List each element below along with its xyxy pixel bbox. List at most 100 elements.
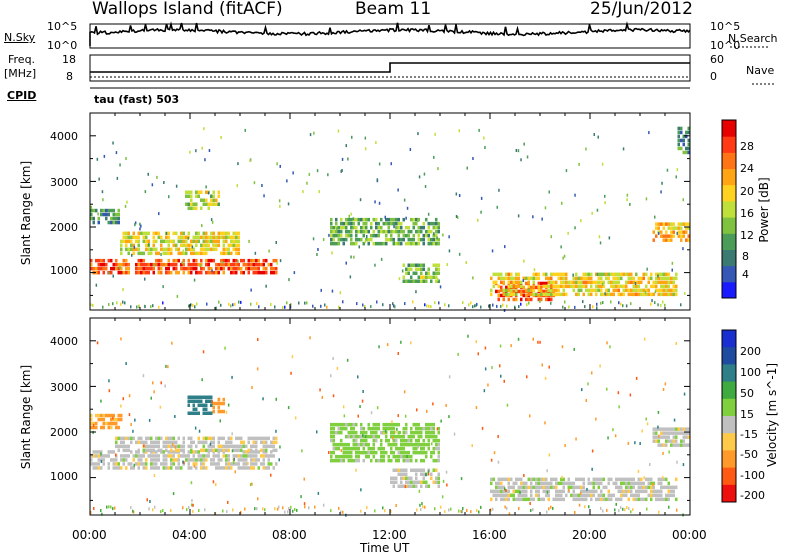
echo-cell xyxy=(195,206,198,210)
echo-cell xyxy=(360,422,363,427)
echo-cell xyxy=(642,288,645,293)
echo-cell xyxy=(149,500,151,503)
echo-cell xyxy=(635,292,638,297)
echo-cell xyxy=(530,297,533,302)
power-colorbar-swatch xyxy=(722,249,736,267)
echo-cell xyxy=(275,440,278,445)
echo-cell xyxy=(357,221,360,226)
echo-cell xyxy=(422,505,424,509)
echo-cell xyxy=(312,304,314,308)
echo-cell xyxy=(154,505,156,509)
echo-cell xyxy=(205,258,208,263)
echo-cell xyxy=(382,303,384,307)
echo-cell xyxy=(217,202,220,206)
echo-cell xyxy=(345,217,348,222)
echo-cell xyxy=(275,429,277,433)
echo-cell xyxy=(433,232,435,236)
echo-cell xyxy=(335,233,338,238)
echo-cell xyxy=(130,506,132,510)
echo-cell xyxy=(651,299,653,303)
echo-cell xyxy=(592,305,594,309)
echo-cell xyxy=(685,427,688,431)
echo-cell xyxy=(335,458,338,463)
echo-cell xyxy=(150,266,153,271)
echo-cell xyxy=(617,391,620,395)
echo-cell xyxy=(147,262,150,267)
echo-cell xyxy=(410,434,413,439)
echo-cell xyxy=(647,485,650,490)
echo-cell xyxy=(112,141,114,145)
echo-cell xyxy=(420,468,423,472)
echo-cell xyxy=(372,430,375,435)
echo-cell xyxy=(100,425,103,430)
echo-cell xyxy=(645,288,648,293)
echo-cell xyxy=(420,275,423,279)
echo-cell xyxy=(237,462,240,466)
echo-cell xyxy=(390,442,393,447)
echo-cell xyxy=(434,132,436,136)
echo-cell xyxy=(240,448,243,453)
echo-cell xyxy=(142,258,145,263)
echo-cell xyxy=(360,430,363,435)
echo-cell xyxy=(427,225,430,230)
echo-cell xyxy=(170,462,173,466)
nsearch-tick-top: 10^5 xyxy=(710,20,741,33)
echo-cell xyxy=(397,422,400,427)
echo-cell xyxy=(240,454,243,458)
echo-cell xyxy=(397,221,400,226)
echo-cell xyxy=(687,142,690,147)
echo-cell xyxy=(140,251,143,256)
echo-cell xyxy=(242,466,245,470)
echo-cell xyxy=(415,290,417,294)
echo-cell xyxy=(202,395,205,399)
echo-cell xyxy=(153,263,155,267)
echo-cell xyxy=(668,450,670,454)
echo-cell xyxy=(614,434,617,438)
echo-cell xyxy=(207,266,210,271)
echo-cell xyxy=(230,444,233,449)
echo-cell xyxy=(407,241,410,246)
echo-cell xyxy=(530,485,533,490)
echo-cell xyxy=(667,427,670,431)
echo-cell xyxy=(143,444,145,448)
echo-cell xyxy=(345,450,348,455)
echo-cell xyxy=(522,276,525,281)
echo-cell xyxy=(448,304,450,308)
echo-cell xyxy=(242,440,245,445)
echo-cell xyxy=(552,292,555,297)
echo-cell xyxy=(162,462,165,466)
echo-cell xyxy=(142,374,145,378)
echo-cell xyxy=(507,485,510,490)
echo-cell xyxy=(352,217,355,221)
echo-cell xyxy=(668,505,670,509)
echo-cell xyxy=(677,130,680,135)
echo-cell xyxy=(575,497,578,502)
echo-cell xyxy=(359,405,361,408)
echo-cell xyxy=(237,251,240,256)
echo-cell xyxy=(250,454,253,458)
echo-cell xyxy=(168,195,170,199)
echo-cell xyxy=(400,446,403,451)
echo-cell xyxy=(267,454,270,458)
echo-cell xyxy=(600,280,603,285)
echo-cell xyxy=(640,292,643,297)
echo-cell xyxy=(212,401,215,406)
echo-cell xyxy=(162,247,165,252)
echo-cell xyxy=(660,493,663,498)
echo-cell xyxy=(592,280,595,285)
echo-cell xyxy=(255,440,258,445)
echo-cell xyxy=(507,477,510,482)
echo-cell xyxy=(135,454,138,458)
echo-cell xyxy=(510,292,513,297)
echo-cell xyxy=(680,427,683,431)
echo-cell xyxy=(630,510,632,514)
echo-cell xyxy=(420,450,423,455)
echo-cell xyxy=(97,454,100,458)
echo-cell xyxy=(235,258,238,263)
echo-cell xyxy=(375,241,378,246)
echo-cell xyxy=(237,243,240,248)
velocity-colorbar-swatch xyxy=(722,484,736,503)
echo-cell xyxy=(597,280,600,285)
echo-cell xyxy=(677,230,680,234)
echo-cell xyxy=(115,458,118,462)
